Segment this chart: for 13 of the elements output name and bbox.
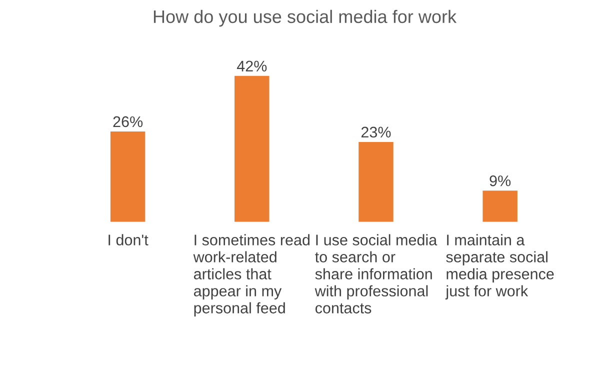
data-label: 23% <box>361 126 391 138</box>
bar <box>358 142 394 222</box>
x-tick-label: I maintain a separate social media presence just for work <box>445 234 554 300</box>
data-label: 42% <box>236 60 267 72</box>
bar <box>234 76 270 222</box>
x-tick-label: I sometimes read work-related articles that appear in my personal feed <box>193 234 310 316</box>
x-tick-label: I use social media to search or share information with professional contacts <box>314 234 438 314</box>
x-tick-label: I don't <box>108 234 148 246</box>
data-label: 9% <box>490 175 511 186</box>
data-label: 26% <box>113 116 143 128</box>
chart-title: How do you use social media for work <box>154 10 457 27</box>
bar <box>482 190 518 222</box>
bar <box>110 132 146 222</box>
